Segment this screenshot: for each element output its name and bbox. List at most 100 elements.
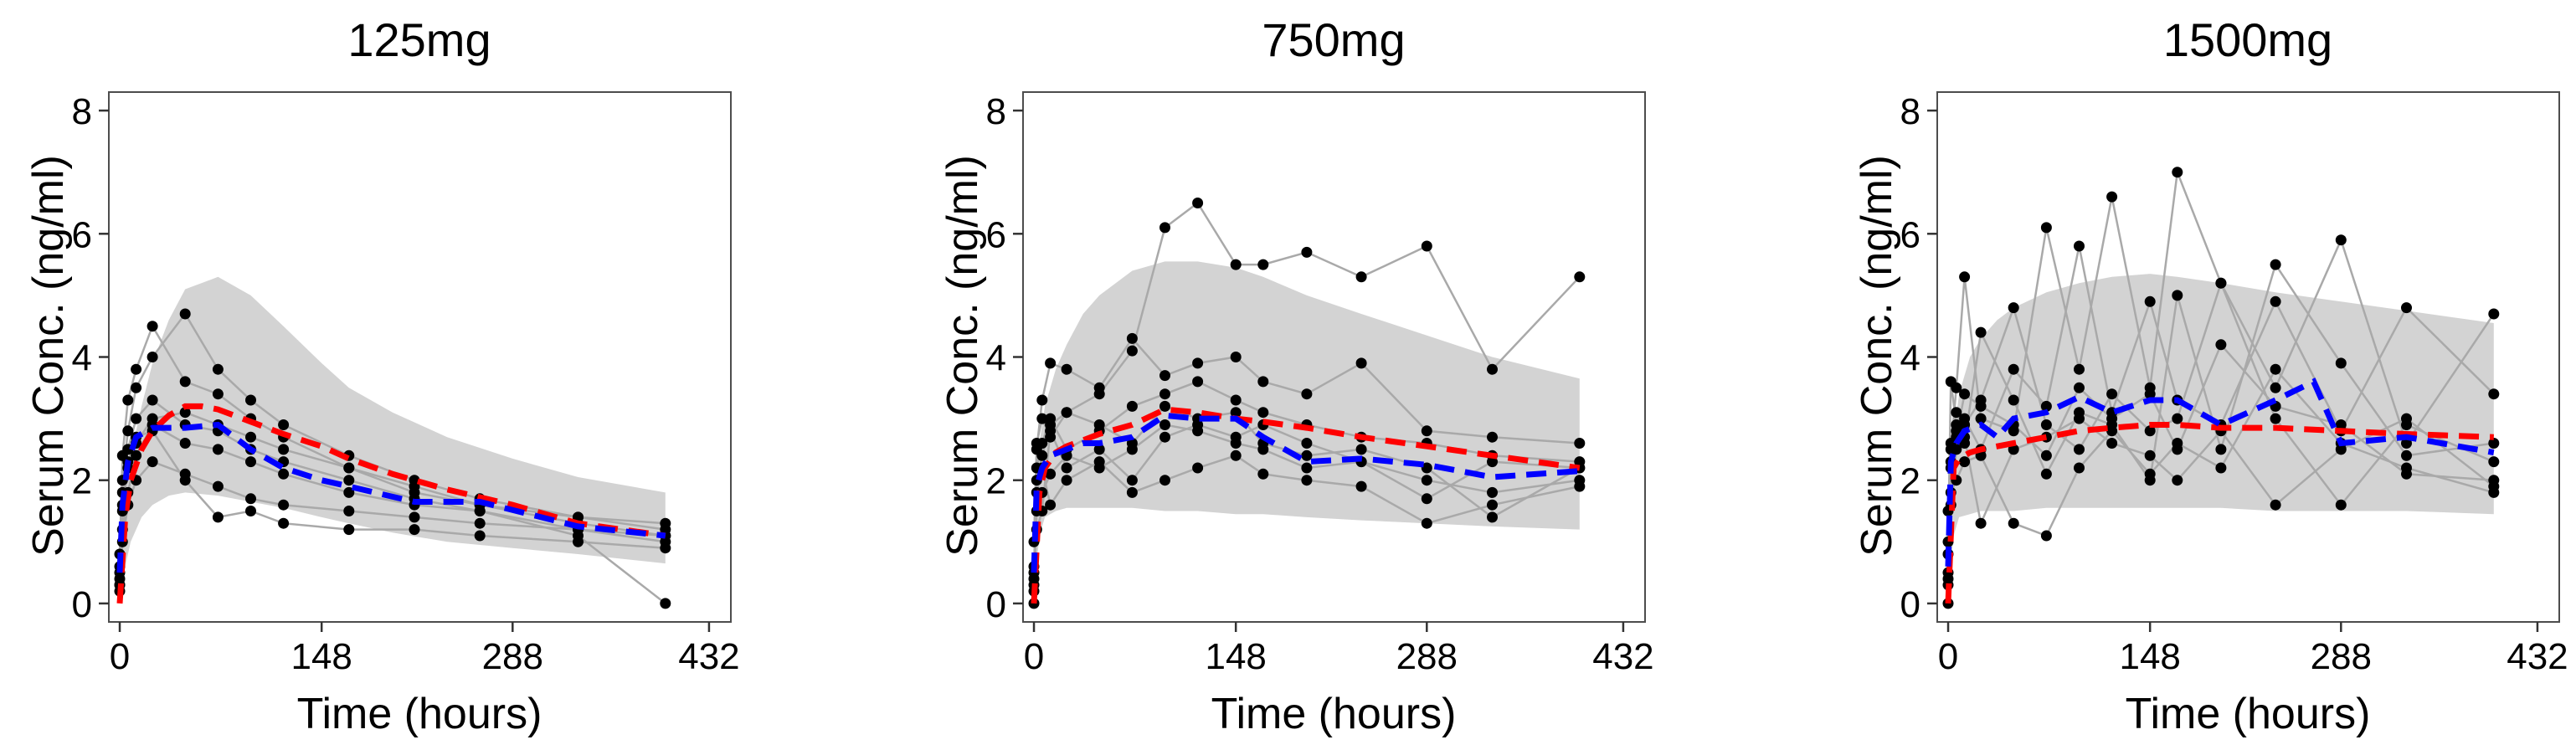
- observation-point: [1045, 413, 1057, 424]
- observation-point: [2488, 486, 2500, 498]
- y-tick-label: 0: [72, 584, 92, 625]
- observed-mean-line: [1031, 412, 1581, 573]
- y-tick-label: 0: [986, 584, 1006, 625]
- observation-point: [2106, 388, 2118, 400]
- observation-point: [1159, 475, 1170, 486]
- observation-point: [1045, 468, 1057, 480]
- observation-point: [1230, 394, 1242, 406]
- observation-point: [1487, 499, 1498, 511]
- observation-point: [122, 425, 134, 437]
- observation-point: [1028, 573, 1040, 584]
- observation-point: [1301, 475, 1313, 486]
- observation-point: [1061, 363, 1072, 375]
- observation-point: [2488, 456, 2500, 468]
- observation-point: [1093, 456, 1105, 468]
- observation-point: [660, 598, 671, 609]
- observation-point: [2401, 419, 2412, 430]
- subject-line-2: [118, 311, 666, 573]
- x-tick-label: 432: [678, 636, 739, 677]
- observation-point: [1574, 480, 1586, 492]
- x-tick-label: 148: [1205, 636, 1266, 677]
- y-tick-label: 6: [986, 214, 1006, 255]
- observation-point: [278, 468, 290, 480]
- observation-point: [2074, 407, 2085, 419]
- observation-point: [1257, 407, 1269, 419]
- observed-mean-line: [1945, 378, 2495, 567]
- observation-point: [131, 382, 142, 393]
- observation-point: [2401, 468, 2412, 480]
- observation-point: [245, 394, 256, 406]
- observation-point: [2106, 438, 2118, 449]
- observation-point: [1159, 400, 1170, 412]
- observation-point: [1045, 425, 1057, 437]
- x-tick-label: 0: [1938, 636, 1958, 677]
- observation-point: [131, 413, 142, 424]
- subject-line-4: [1032, 336, 1580, 542]
- observation-point: [1301, 449, 1313, 461]
- observation-point: [1355, 357, 1367, 369]
- observation-point: [1959, 456, 1971, 468]
- observation-point: [2040, 449, 2052, 461]
- observation-point: [1951, 419, 1962, 430]
- observation-point: [474, 530, 486, 542]
- observation-point: [1975, 413, 1987, 424]
- observation-point: [1045, 357, 1057, 369]
- y-tick-label: 8: [72, 91, 92, 132]
- observation-point: [1093, 382, 1105, 393]
- observation-point: [409, 475, 420, 486]
- observation-point: [147, 456, 158, 468]
- panel-750mg: 750mg Serum Conc. (ng/ml) Time (hours) 0…: [938, 13, 1654, 738]
- observation-point: [1036, 394, 1048, 406]
- observation-point: [1487, 431, 1498, 443]
- observation-point: [278, 517, 290, 529]
- observation-point: [245, 493, 256, 505]
- observation-point: [2215, 462, 2227, 474]
- observation-point: [245, 431, 256, 443]
- observation-point: [1061, 407, 1072, 419]
- observation-point: [147, 394, 158, 406]
- x-tick-label: 148: [2119, 636, 2180, 677]
- y-axis-label: Serum Conc. (ng/ml): [938, 155, 987, 557]
- observation-point: [131, 363, 142, 375]
- observation-point: [1355, 271, 1367, 283]
- observation-point: [2074, 363, 2085, 375]
- population-prediction-line: [116, 403, 666, 604]
- observation-point: [278, 419, 290, 430]
- observation-point: [2270, 295, 2281, 307]
- observation-point: [1159, 388, 1170, 400]
- observation-point: [2488, 438, 2500, 449]
- observation-point: [2172, 475, 2183, 486]
- plot-area: 0 2 4 6 8 0 148 288 432: [986, 91, 1654, 677]
- y-tick-label: 0: [1900, 584, 1920, 625]
- observation-point: [2040, 419, 2052, 430]
- observation-point: [2270, 363, 2281, 375]
- y-axis-label: Serum Conc. (ng/ml): [24, 155, 73, 557]
- observation-point: [2040, 222, 2052, 234]
- y-tick-label: 4: [1900, 338, 1920, 379]
- observation-point: [1031, 438, 1042, 449]
- observation-point: [2008, 517, 2019, 529]
- observation-point: [343, 506, 355, 516]
- observation-point: [1093, 419, 1105, 430]
- observation-point: [2172, 413, 2183, 424]
- observation-point: [1126, 475, 1138, 486]
- observation-point: [1159, 419, 1170, 430]
- observation-point: [1355, 480, 1367, 492]
- observation-point: [343, 524, 355, 536]
- observation-point: [2215, 444, 2227, 455]
- observation-point: [2074, 462, 2085, 474]
- observation-point: [2335, 499, 2347, 511]
- observation-point: [2144, 425, 2156, 437]
- observation-point: [1061, 462, 1072, 474]
- observation-point: [2488, 475, 2500, 486]
- observation-point: [1257, 376, 1269, 388]
- x-tick-label: 0: [110, 636, 130, 677]
- observation-point: [278, 499, 290, 511]
- observation-point: [1230, 352, 1242, 362]
- panel-125mg: 125mg Serum Conc. (ng/ml) Time (hours) 0…: [24, 13, 740, 738]
- observation-point: [2008, 302, 2019, 314]
- observation-point: [2074, 382, 2085, 393]
- observation-point: [1036, 413, 1048, 424]
- observation-point: [1951, 407, 1962, 419]
- x-tick-label: 432: [1592, 636, 1653, 677]
